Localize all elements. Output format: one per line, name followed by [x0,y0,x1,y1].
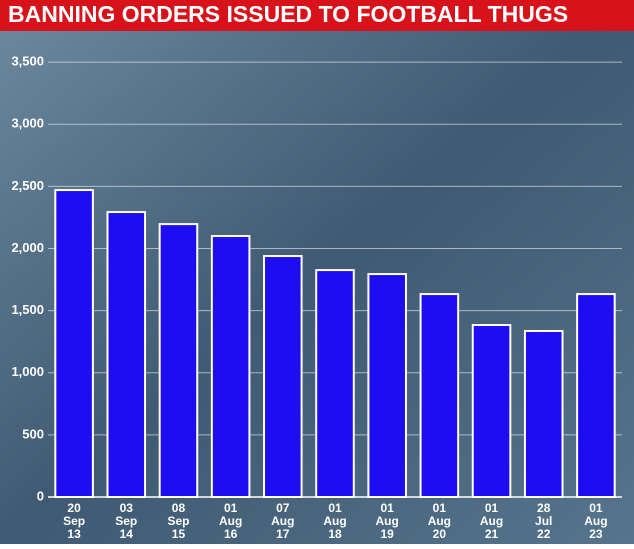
bar [523,329,564,498]
bar [471,324,512,498]
x-tick-label: 08 Sep 15 [167,501,189,541]
y-tick-label: 3,000 [11,116,44,131]
x-tick-label: 03 Sep 14 [115,501,137,541]
x-tick-label: 01 Aug 16 [219,501,242,541]
x-tick-label: 01 Aug 19 [376,501,399,541]
y-tick-label: 2,500 [11,178,44,193]
bar [576,293,616,498]
chart-title: BANNING ORDERS ISSUED TO FOOTBALL THUGS [8,1,568,27]
x-tick-label: 01 Aug 23 [584,501,607,541]
bar [54,189,94,498]
x-tick-label: 20 Sep 13 [63,501,85,541]
x-tick-label: 01 Aug 21 [480,501,503,541]
x-tick-label: 01 Aug 18 [323,501,346,541]
x-tick-label: 01 Aug 20 [428,501,451,541]
bar [315,269,355,499]
title-band [0,0,634,31]
bar [106,211,147,499]
x-tick-label: 07 Aug 17 [271,501,294,541]
y-tick-label: 1,500 [11,302,44,317]
bar [419,293,460,498]
y-tick-label: 2,000 [11,240,44,255]
x-tick-label: 28 Jul 22 [535,501,552,541]
y-tick-label: 3,500 [11,54,44,69]
y-tick-label: 1,000 [11,364,44,379]
bar [263,255,303,498]
bar [367,273,407,499]
y-tick-label: 500 [22,426,44,441]
bar [158,223,199,498]
y-tick-label: 0 [37,488,44,503]
bar [210,235,251,498]
